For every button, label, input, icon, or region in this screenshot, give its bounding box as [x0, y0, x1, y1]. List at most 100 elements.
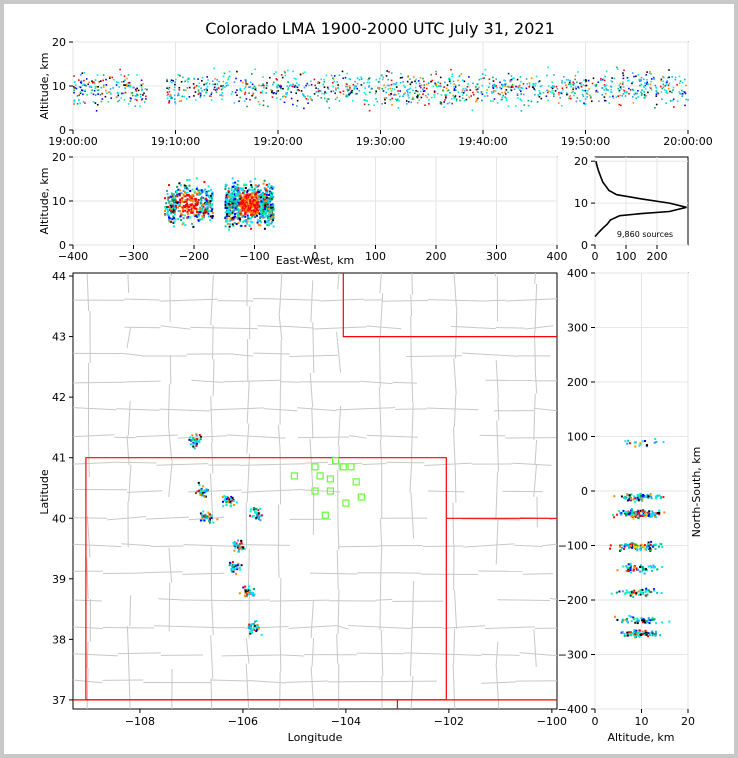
source-point: [630, 615, 633, 618]
source-point: [468, 76, 470, 78]
county-border: [126, 328, 131, 348]
source-point: [140, 79, 143, 82]
source-point: [411, 98, 414, 100]
source-point: [258, 516, 260, 518]
source-point: [201, 90, 203, 92]
source-point: [451, 102, 453, 105]
source-point: [610, 88, 612, 91]
source-point: [198, 484, 201, 487]
source-point: [140, 99, 143, 101]
source-point: [281, 76, 284, 79]
source-point: [647, 545, 650, 548]
source-point: [251, 206, 254, 209]
source-point: [166, 78, 168, 81]
source-point: [640, 91, 642, 94]
source-point: [628, 442, 631, 445]
source-point: [259, 507, 262, 510]
source-point: [80, 81, 82, 83]
source-point: [628, 498, 631, 501]
county-border: [495, 641, 499, 668]
source-point: [214, 78, 216, 80]
source-point: [560, 104, 563, 107]
source-point: [210, 194, 212, 197]
source-point: [256, 196, 259, 199]
source-point: [225, 84, 228, 87]
county-border: [253, 352, 290, 355]
source-point: [248, 585, 251, 588]
source-point: [196, 490, 199, 493]
source-point: [239, 96, 241, 99]
source-point: [262, 214, 265, 217]
county-border: [212, 325, 214, 360]
source-point: [332, 82, 334, 84]
source-count-label: 9,860 sources: [617, 230, 673, 239]
source-point: [626, 632, 629, 635]
county-border: [496, 420, 500, 472]
source-point: [522, 93, 525, 96]
source-point: [181, 213, 184, 216]
source-point: [533, 88, 535, 90]
source-point: [249, 626, 252, 629]
source-point: [166, 87, 168, 89]
source-point: [179, 201, 182, 204]
source-point: [262, 84, 264, 86]
county-border: [386, 461, 425, 464]
source-point: [256, 185, 259, 188]
source-point: [397, 90, 399, 92]
source-point: [238, 546, 241, 549]
source-point: [644, 84, 647, 87]
source-point: [183, 201, 186, 203]
source-point: [205, 192, 208, 195]
source-point: [233, 81, 236, 83]
source-point: [171, 199, 174, 202]
altitude-tick-label: 0: [581, 239, 588, 252]
county-border: [336, 549, 339, 590]
source-point: [310, 80, 312, 83]
source-point: [236, 204, 239, 207]
source-point: [232, 565, 235, 568]
source-point: [660, 592, 663, 595]
altitude-tick-label: 0: [592, 715, 599, 728]
source-point: [268, 222, 271, 225]
source-point: [611, 80, 614, 83]
source-point: [204, 515, 207, 518]
source-point: [236, 202, 239, 205]
source-point: [187, 194, 190, 196]
source-point: [418, 82, 421, 85]
source-point: [603, 84, 606, 86]
source-point: [477, 91, 479, 93]
source-point: [224, 211, 227, 214]
source-point: [466, 89, 468, 91]
source-point: [103, 84, 105, 87]
source-point: [548, 90, 550, 92]
source-point: [91, 89, 93, 91]
source-point: [346, 85, 349, 88]
source-point: [628, 87, 630, 90]
source-point: [174, 202, 177, 205]
source-point: [247, 625, 250, 628]
source-point: [268, 190, 271, 193]
source-point: [296, 99, 299, 102]
source-point: [465, 94, 468, 96]
source-point: [633, 495, 636, 498]
source-point: [433, 91, 436, 94]
source-point: [595, 91, 597, 93]
source-point: [241, 187, 244, 190]
source-point: [636, 513, 638, 516]
source-point: [345, 94, 348, 97]
source-point: [623, 91, 626, 94]
source-point: [512, 86, 514, 88]
source-point: [650, 497, 653, 500]
source-point: [246, 191, 249, 194]
source-point: [177, 92, 180, 95]
source-point: [257, 627, 260, 630]
county-border: [379, 518, 383, 548]
county-border: [226, 434, 286, 439]
source-point: [630, 571, 633, 574]
source-point: [647, 83, 649, 85]
source-point: [317, 82, 319, 84]
lma-station-marker: [347, 463, 355, 471]
source-point: [124, 79, 126, 81]
source-point: [653, 441, 656, 444]
source-point: [414, 80, 416, 83]
